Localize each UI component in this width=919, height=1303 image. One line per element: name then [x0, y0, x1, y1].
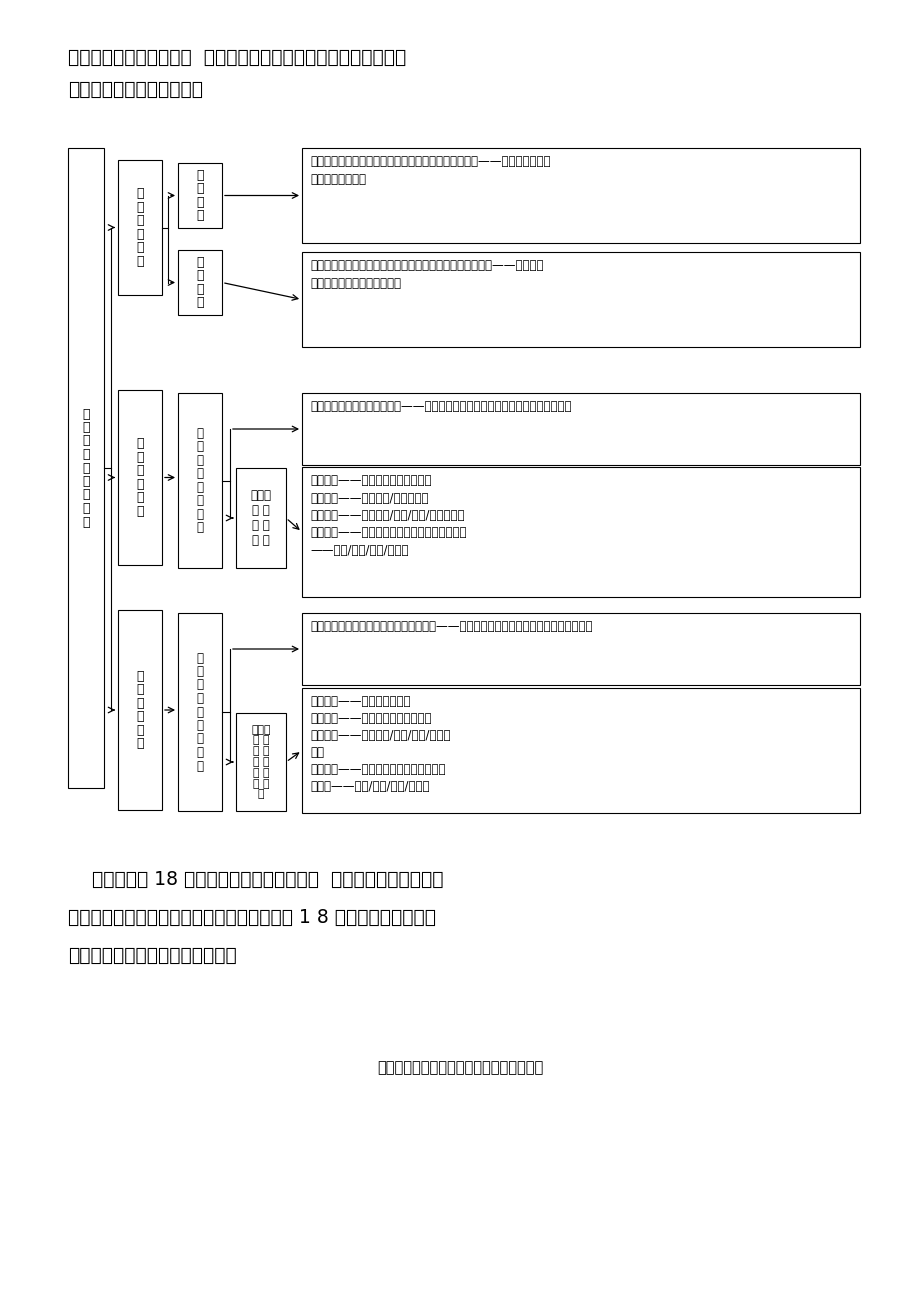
Text: 责任不明——规定具体的职责权限。
能力不够——培训提高/调整分工。
资源不足——提供不力/物力/财力/技术资源。
执行不力——（包括责任性不强、工作不认真）
—: 责任不明——规定具体的职责权限。 能力不够——培训提高/调整分工。 资源不足——… [310, 474, 466, 556]
Bar [118, 160, 162, 294]
Bar [301, 394, 859, 465]
Bar [301, 149, 859, 242]
Text: 我们通过对 18 项不符合项进行归类分析，  我们根据分类情况分别: 我们通过对 18 项不符合项进行归类分析， 我们根据分类情况分别 [68, 870, 443, 889]
Text: 不
符
合
项
的
相
关
过
程: 不 符 合 项 的 相 关 过 程 [82, 408, 90, 529]
Text: 有
章
不
循
无
据
可
查: 有 章 不 循 无 据 可 查 [197, 427, 203, 534]
Text: 相应运行规定不当、不详细、操作性差、未随条件变化修改——修订完善
运行规定，并组织相关培训。: 相应运行规定不当、不详细、操作性差、未随条件变化修改——修订完善 运行规定，并组… [310, 259, 543, 291]
Bar [301, 612, 859, 685]
Text: 无
章
可
循: 无 章 可 循 [196, 169, 203, 223]
Bar [118, 390, 162, 566]
Bar [177, 394, 221, 568]
Text: 不知道或不熟悉相应运行规定和检查要求——组织针对性交底、培训或手执规定去检查。: 不知道或不熟悉相应运行规定和检查要求——组织针对性交底、培训或手执规定去检查。 [310, 620, 592, 633]
Bar [301, 688, 859, 813]
Text: 表二：不符合项原因及整改措施归类汇总表: 表二：不符合项原因及整改措施归类汇总表 [377, 1061, 542, 1075]
Text: 检
查
方
面
原
因: 检 查 方 面 原 因 [136, 670, 143, 751]
Text: 不知道或不熟悉相应运行规定——组织针对性交底、培训，或将规定发给执行者。: 不知道或不熟悉相应运行规定——组织针对性交底、培训，或将规定发给执行者。 [310, 400, 571, 413]
Bar [301, 466, 859, 597]
Text: 是否保存了相关记录等。  我们对不符合项的原因分析与相应纠正措: 是否保存了相关记录等。 我们对不符合项的原因分析与相应纠正措 [68, 48, 406, 66]
Text: 制定和采取了不同的纠正手段和整改措施，对 1 8 项不符合项原因及相: 制定和采取了不同的纠正手段和整改措施，对 1 8 项不符合项原因及相 [68, 908, 436, 926]
Bar [177, 163, 221, 228]
Text: 无相应运行规定（程序、制度、方案、作业指导书等）——制定运行规定，
并组织相关培训。: 无相应运行规定（程序、制度、方案、作业指导书等）——制定运行规定， 并组织相关培… [310, 155, 550, 186]
Text: 策
划
方
面
原
因: 策 划 方 面 原 因 [136, 188, 143, 267]
Text: 知道／
熟 悉
相 应
规 定
和 检
查 要
求: 知道／ 熟 悉 相 应 规 定 和 检 查 要 求 [251, 724, 270, 800]
Bar [301, 251, 859, 347]
Text: 责任不明——规定职责权限。
能力不够——培训提高或调整分工。
资源不足——提供人力/物力/财力/技术资
源。
执行不力——（包括责任性不强、工作不
认真）——批: 责任不明——规定职责权限。 能力不够——培训提高或调整分工。 资源不足——提供人… [310, 694, 450, 794]
Bar [236, 713, 286, 810]
Bar [177, 250, 221, 315]
Bar [68, 149, 104, 788]
Text: 知道／
熟 悉
运 行
规 定: 知道／ 熟 悉 运 行 规 定 [250, 489, 271, 547]
Text: 有
章
违
章: 有 章 违 章 [196, 255, 203, 309]
Text: 应整改措施归类汇总情况见表二：: 应整改措施归类汇总情况见表二： [68, 946, 236, 966]
Bar [236, 468, 286, 568]
Text: 实
施
方
面
原
因: 实 施 方 面 原 因 [136, 438, 143, 517]
Bar [118, 610, 162, 810]
Text: 施制定的思路如下图所示：: 施制定的思路如下图所示： [68, 79, 203, 99]
Text: 监
管
不
严
，
整
改
无
力: 监 管 不 严 ， 整 改 无 力 [197, 652, 203, 773]
Bar [177, 612, 221, 810]
